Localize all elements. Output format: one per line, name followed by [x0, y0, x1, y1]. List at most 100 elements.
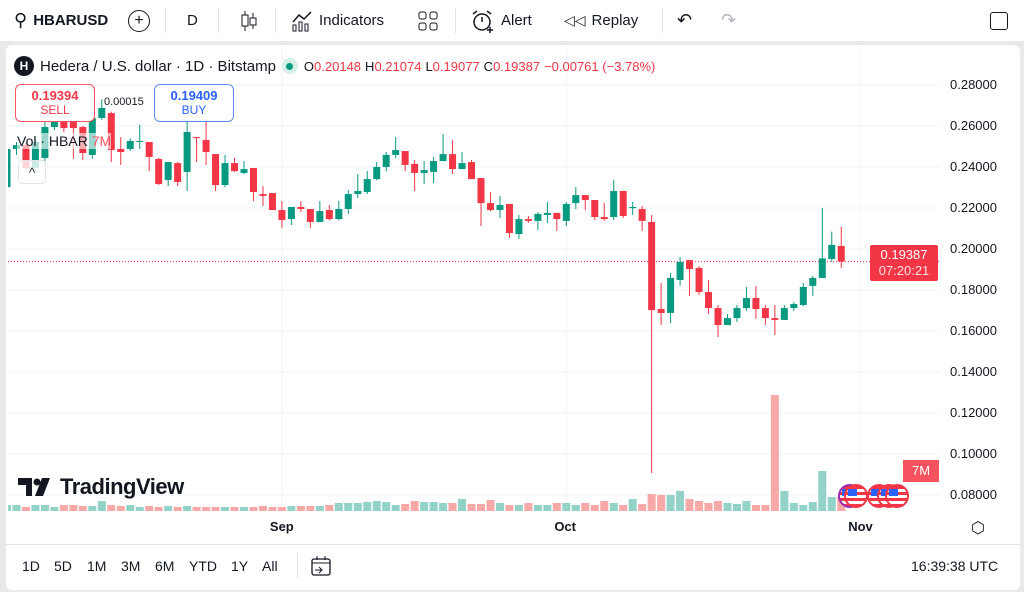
settings-hex-icon[interactable]: ⬡ [971, 520, 985, 537]
range-button-1d[interactable]: 1D [22, 558, 40, 574]
replay-button[interactable]: ◁◁ Replay [564, 0, 638, 41]
low-value: 0.19077 [432, 58, 480, 74]
candle-body [174, 163, 182, 182]
volume-bar [382, 502, 391, 511]
candle-body [799, 286, 807, 305]
candle-body [553, 212, 561, 220]
redo-button[interactable]: ↷ [721, 0, 736, 41]
replay-label: Replay [591, 12, 639, 29]
candle-body [505, 203, 513, 234]
volume-bar [268, 507, 277, 511]
candle-body [287, 206, 295, 220]
undo-button[interactable]: ↶ [677, 0, 692, 41]
candle-body [629, 206, 637, 209]
sell-button[interactable]: 0.19394 SELL [15, 84, 95, 122]
candle-body [714, 308, 722, 326]
candle-body [107, 113, 115, 150]
candle-body [818, 258, 826, 278]
candle-body [705, 292, 713, 309]
candle-body [496, 204, 504, 211]
time-tick-label: Oct [554, 519, 576, 534]
volume-bar [732, 504, 741, 511]
volume-bar [173, 507, 182, 511]
candle-body [619, 190, 627, 216]
candle-body [145, 141, 153, 157]
alert-label: Alert [501, 12, 532, 29]
tradingview-logo: TradingView [18, 474, 184, 500]
event-flag-icon[interactable] [885, 484, 909, 508]
symbol-search-button[interactable]: ⚲ HBARUSD [14, 0, 108, 41]
buy-price: 0.19409 [170, 88, 218, 103]
candle-body [790, 303, 798, 309]
goto-date-button[interactable] [310, 555, 332, 582]
volume-bar [249, 507, 258, 511]
indicators-button[interactable]: Indicators [291, 0, 384, 41]
volume-legend: Vol · HBAR 7M [17, 133, 112, 149]
event-flag-icon[interactable] [844, 484, 868, 508]
range-button-5d[interactable]: 5D [54, 558, 72, 574]
candle-body [69, 121, 77, 129]
search-icon: ⚲ [14, 10, 28, 30]
candle-body [297, 206, 305, 210]
range-button-1m[interactable]: 1M [87, 558, 107, 574]
price-tick-label: 0.22000 [950, 200, 997, 215]
price-tick-label: 0.26000 [950, 118, 997, 133]
range-button-all[interactable]: All [262, 558, 278, 574]
candle-body [638, 209, 646, 221]
divider [455, 8, 456, 33]
interval-label: D [187, 12, 198, 29]
time-tick-label: Nov [848, 519, 873, 534]
grid-icon [418, 11, 438, 30]
volume-tag: 7M [903, 460, 939, 482]
candle-body [686, 260, 694, 270]
range-button-3m[interactable]: 3M [121, 558, 141, 574]
collapse-legend-button[interactable]: ^ [18, 160, 46, 184]
divider [6, 544, 1020, 545]
chart-type-button[interactable] [240, 0, 258, 41]
interval-button[interactable]: D [187, 0, 198, 41]
candle-body [240, 169, 248, 173]
volume-bar [59, 505, 68, 511]
volume-bar [638, 504, 647, 511]
price-tick-label: 0.18000 [950, 282, 997, 297]
buy-button[interactable]: 0.19409 BUY [154, 84, 234, 122]
range-button-6m[interactable]: 6M [155, 558, 175, 574]
bar-countdown: 07:20:21 [878, 263, 930, 278]
alert-button[interactable]: Alert [471, 0, 532, 41]
volume-bar [145, 506, 154, 511]
volume-bar [202, 507, 211, 511]
candle-body [742, 297, 750, 309]
layouts-button[interactable] [418, 0, 438, 41]
clock-timezone[interactable]: 16:39:38 UTC [911, 558, 999, 574]
candle-body [22, 145, 30, 169]
buy-label: BUY [181, 103, 207, 117]
price-tick-label: 0.16000 [950, 323, 997, 338]
candle-body [761, 308, 769, 319]
open-value: 0.20148 [314, 58, 362, 74]
volume-bar [334, 503, 343, 511]
candle-body [610, 190, 618, 218]
candle-body [12, 145, 20, 149]
range-button-ytd[interactable]: YTD [189, 558, 217, 574]
symbol-title: Hedera / U.S. dollar · 1D · Bitstamp [40, 57, 276, 75]
volume-bar [666, 495, 675, 511]
fullscreen-button[interactable] [990, 0, 1008, 41]
candle-body [562, 203, 570, 221]
volume-bar [723, 503, 732, 511]
candle-body [268, 193, 276, 211]
high-label: H [365, 58, 375, 74]
candle-body [306, 209, 314, 222]
volume-bar [306, 506, 315, 511]
volume-bar [183, 506, 192, 511]
high-value: 0.21074 [374, 58, 422, 74]
volume-bar [230, 507, 239, 511]
candle-body [126, 140, 134, 149]
candle-body [600, 217, 608, 220]
volume-bar [818, 471, 827, 511]
compare-button[interactable]: + [128, 0, 150, 41]
candle-body [543, 212, 551, 215]
candle-body [667, 277, 675, 313]
price-tick-label: 0.08000 [950, 487, 997, 502]
range-button-1y[interactable]: 1Y [231, 558, 249, 574]
